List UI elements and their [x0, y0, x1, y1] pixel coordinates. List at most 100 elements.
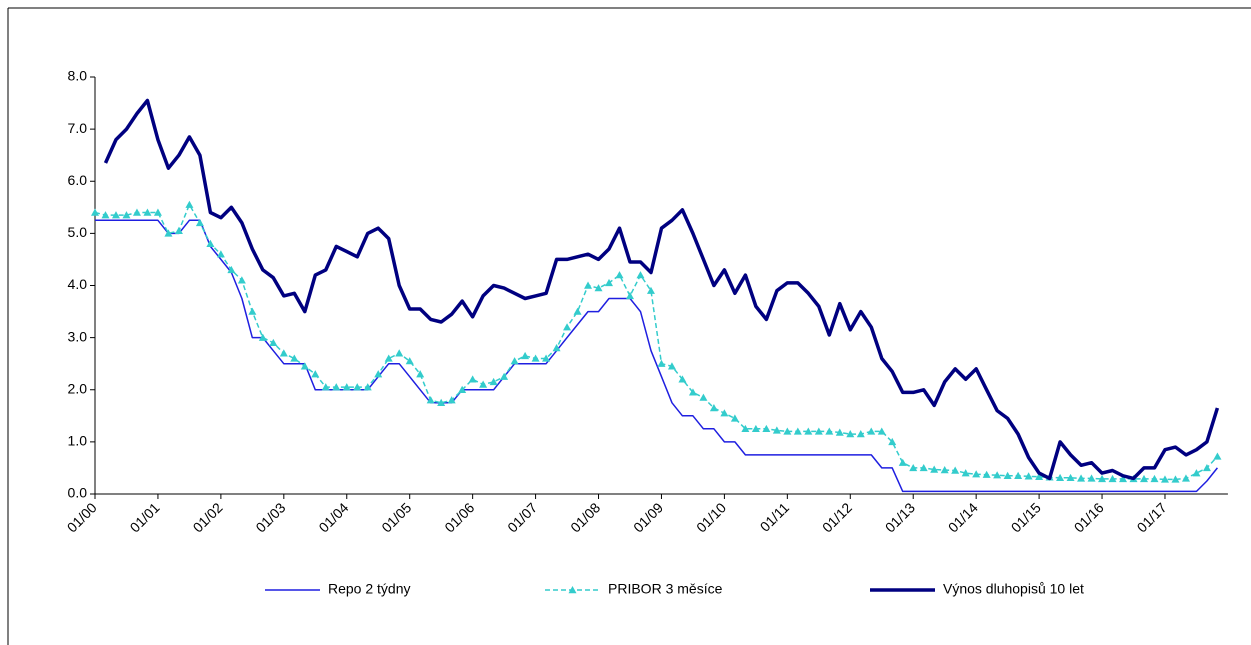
series-marker [510, 357, 519, 365]
x-tick-label: 01/06 [441, 499, 477, 535]
series-marker [342, 383, 351, 391]
series-marker [1202, 463, 1211, 472]
series-marker [993, 471, 1002, 479]
series-marker [783, 427, 792, 435]
series-marker [699, 393, 708, 401]
x-tick-label: 01/01 [127, 499, 163, 535]
series-marker [111, 211, 120, 219]
series-marker [185, 200, 194, 208]
y-tick-label: 7.0 [68, 120, 88, 136]
series-marker [290, 354, 299, 362]
series-marker [1108, 474, 1117, 483]
legend-label: Repo 2 týdny [328, 581, 411, 597]
series-marker [646, 286, 655, 294]
series-marker [437, 398, 446, 406]
series-marker [657, 359, 666, 367]
legend-label: Výnos dluhopisů 10 let [943, 581, 1084, 597]
x-tick-label: 01/10 [693, 499, 729, 535]
series-marker [384, 354, 393, 362]
series-marker [416, 370, 425, 378]
series-marker [867, 427, 876, 435]
series-marker [195, 218, 204, 227]
series-marker [741, 424, 750, 433]
series-marker [363, 383, 372, 391]
series-marker [1056, 473, 1065, 482]
series-marker [332, 383, 341, 391]
series-marker [825, 427, 834, 435]
series-marker [688, 388, 697, 396]
series-marker [1171, 475, 1180, 483]
x-tick-label: 01/07 [504, 499, 540, 535]
series-marker [311, 370, 320, 378]
x-tick-label: 01/15 [1008, 499, 1044, 535]
y-tick-label: 6.0 [68, 172, 88, 188]
series-marker [206, 239, 215, 247]
series-marker [500, 372, 509, 380]
series-line [94, 203, 1218, 481]
series-marker [814, 427, 823, 435]
series-marker [458, 385, 467, 393]
series-marker [720, 409, 729, 417]
series-marker [605, 278, 614, 287]
y-tick-label: 0.0 [68, 485, 88, 501]
series-marker [1087, 474, 1096, 482]
series-marker [940, 466, 949, 474]
y-tick-label: 3.0 [68, 328, 88, 344]
series-marker [395, 349, 404, 357]
series-marker [1014, 471, 1023, 479]
series-marker [615, 271, 624, 279]
series-marker [1098, 474, 1107, 483]
series-marker [888, 437, 897, 446]
series-marker [793, 427, 802, 435]
series-marker [678, 375, 687, 383]
series-marker [856, 430, 865, 438]
series-marker [1213, 452, 1222, 460]
y-tick-label: 2.0 [68, 380, 88, 396]
series-marker [531, 354, 540, 362]
legend-label: PRIBOR 3 měsíce [608, 581, 723, 597]
series-line [95, 219, 1218, 493]
series-marker [1119, 474, 1128, 483]
x-tick-label: 01/08 [567, 499, 603, 535]
series-marker [751, 424, 760, 433]
series-marker [237, 276, 246, 284]
x-tick-label: 01/13 [882, 499, 918, 535]
series-marker [1181, 474, 1190, 482]
series-marker [91, 208, 99, 216]
series-marker [730, 414, 739, 422]
x-tick-label: 01/05 [378, 499, 414, 535]
series-marker [405, 357, 414, 365]
series-marker [489, 377, 498, 386]
series-marker [426, 396, 435, 404]
y-tick-label: 4.0 [68, 276, 88, 292]
series-marker [101, 211, 110, 219]
series-marker [552, 344, 561, 352]
series-marker [1077, 474, 1086, 482]
series-marker [258, 333, 267, 341]
x-tick-label: 01/00 [64, 499, 100, 535]
series-marker [468, 375, 477, 383]
series-marker [321, 383, 330, 391]
series-marker [636, 271, 645, 279]
series-marker [227, 265, 236, 274]
series-marker [300, 362, 309, 370]
y-tick-label: 8.0 [68, 68, 88, 84]
x-tick-label: 01/14 [945, 499, 981, 535]
series-marker [521, 351, 530, 360]
series-marker [216, 250, 225, 258]
y-tick-label: 5.0 [68, 224, 88, 240]
x-tick-label: 01/03 [252, 499, 288, 535]
series-marker [930, 465, 939, 473]
series-marker [762, 424, 771, 433]
series-marker [909, 463, 918, 472]
series-line [103, 98, 1220, 481]
series-marker [542, 354, 551, 362]
series-marker [143, 208, 152, 216]
series-marker [846, 430, 855, 438]
series-marker [1035, 472, 1044, 480]
x-tick-label: 01/17 [1134, 499, 1170, 535]
series-marker [961, 469, 970, 477]
series-marker [772, 426, 781, 434]
series-marker [835, 428, 844, 436]
series-marker [122, 211, 131, 219]
